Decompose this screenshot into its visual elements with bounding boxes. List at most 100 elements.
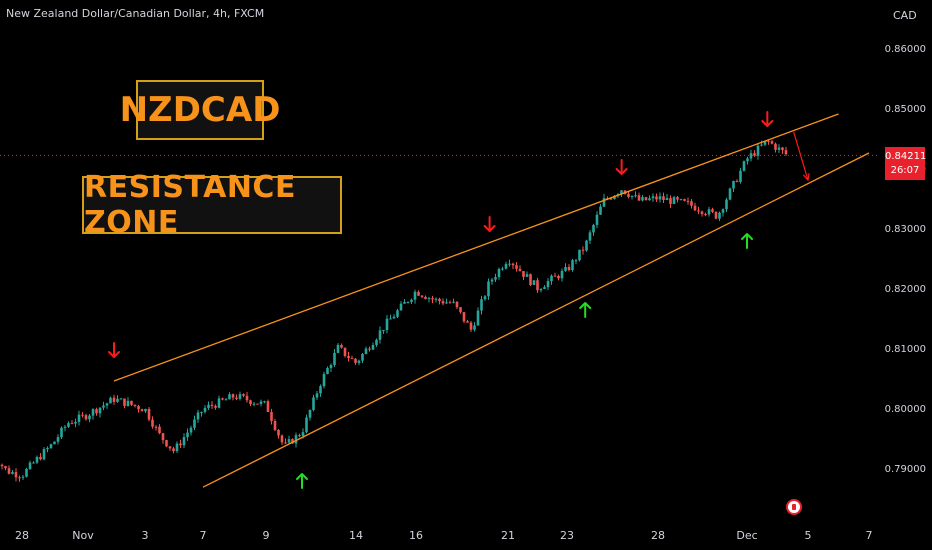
candle-body xyxy=(665,198,669,200)
currency-label: CAD xyxy=(893,9,917,22)
candle-body xyxy=(763,140,767,145)
candle-17 xyxy=(49,443,53,449)
resistance-zone-label-box: RESISTANCE ZONE xyxy=(82,170,342,240)
candle-body xyxy=(60,427,63,438)
candle-26 xyxy=(81,411,84,418)
candle-body xyxy=(431,298,434,300)
candle-197 xyxy=(679,198,683,201)
candle-body xyxy=(95,409,98,414)
candle-body xyxy=(536,280,539,291)
candle-body xyxy=(343,347,347,356)
candle-body xyxy=(693,205,697,211)
candle-body xyxy=(203,407,207,412)
candle-body xyxy=(336,344,340,353)
candle-body xyxy=(469,322,473,330)
markers-layer xyxy=(108,111,810,489)
candle-body xyxy=(329,365,333,369)
candle-body xyxy=(497,268,501,278)
candle-body xyxy=(137,406,140,410)
candle-140 xyxy=(480,295,483,315)
candle-body xyxy=(403,302,406,304)
candle-122 xyxy=(417,290,420,297)
x-tick-label: 7 xyxy=(866,529,873,542)
candle-body xyxy=(672,197,676,204)
candle-body xyxy=(459,307,462,313)
candle-152 xyxy=(522,271,525,280)
candle-body xyxy=(728,188,732,200)
candle-body xyxy=(319,386,322,394)
candle-body xyxy=(301,432,305,436)
candle-body xyxy=(613,195,616,199)
candle-93 xyxy=(315,391,319,400)
candle-67 xyxy=(224,398,228,401)
candle-body xyxy=(522,271,525,277)
x-tick-label: 5 xyxy=(805,529,812,542)
candle-body xyxy=(487,281,490,297)
candle-body xyxy=(182,437,186,446)
x-tick-label: 9 xyxy=(263,529,270,542)
candle-body xyxy=(116,398,119,402)
candle-216 xyxy=(746,156,749,165)
flag-icon[interactable] xyxy=(786,499,802,515)
last-price-tag: 0.84211 26:07 xyxy=(885,147,926,180)
candle-171 xyxy=(588,230,592,245)
candle-body xyxy=(550,275,553,282)
candle-188 xyxy=(648,195,651,201)
candle-214 xyxy=(739,168,742,184)
candle-body xyxy=(333,352,336,366)
candle-41 xyxy=(133,404,137,408)
candle-body xyxy=(413,291,417,300)
candle-body xyxy=(245,395,249,401)
candle-body xyxy=(445,302,448,304)
candle-143 xyxy=(490,277,494,285)
candle-body xyxy=(284,442,287,444)
candle-79 xyxy=(266,399,270,413)
candle-101 xyxy=(343,347,347,358)
candle-168 xyxy=(578,249,581,262)
candle-body xyxy=(525,274,529,277)
candle-129 xyxy=(441,298,445,306)
bar-countdown: 26:07 xyxy=(890,165,920,176)
arrow-up-icon xyxy=(741,233,753,249)
x-tick-label: 23 xyxy=(560,529,574,542)
candle-body xyxy=(711,209,714,212)
candle-14 xyxy=(39,453,42,461)
candle-106 xyxy=(361,353,364,364)
candle-10 xyxy=(25,467,28,478)
candle-body xyxy=(658,196,662,200)
arrow-up-icon xyxy=(579,302,592,318)
candle-body xyxy=(214,405,217,408)
candle-body xyxy=(81,414,84,416)
candle-126 xyxy=(431,295,434,304)
arrow-up-icon xyxy=(296,473,308,489)
candle-body xyxy=(420,295,424,297)
candle-body xyxy=(501,268,504,270)
candle-body xyxy=(434,298,438,300)
candle-body xyxy=(609,198,613,200)
candle-body xyxy=(781,147,784,151)
candle-119 xyxy=(406,301,410,304)
candle-body xyxy=(252,403,256,405)
candle-body xyxy=(410,299,413,302)
candle-body xyxy=(350,358,354,360)
candle-44 xyxy=(144,408,147,413)
arrow-shaft xyxy=(761,111,774,127)
candle-body xyxy=(112,397,116,402)
candle-body xyxy=(382,330,385,332)
candle-body xyxy=(518,268,522,272)
candle-135 xyxy=(462,312,466,324)
candle-body xyxy=(441,301,445,304)
candle-body xyxy=(704,213,707,215)
candle-186 xyxy=(641,194,644,202)
candle-body xyxy=(385,318,389,331)
arrow-down-icon xyxy=(108,342,120,358)
candle-227 xyxy=(784,146,788,156)
candle-body xyxy=(105,403,109,406)
candle-12 xyxy=(32,461,35,464)
candle-body xyxy=(238,394,242,399)
candle-76 xyxy=(256,403,259,405)
candle-body xyxy=(18,477,21,479)
candle-11 xyxy=(28,460,32,470)
candle-190 xyxy=(655,193,658,202)
